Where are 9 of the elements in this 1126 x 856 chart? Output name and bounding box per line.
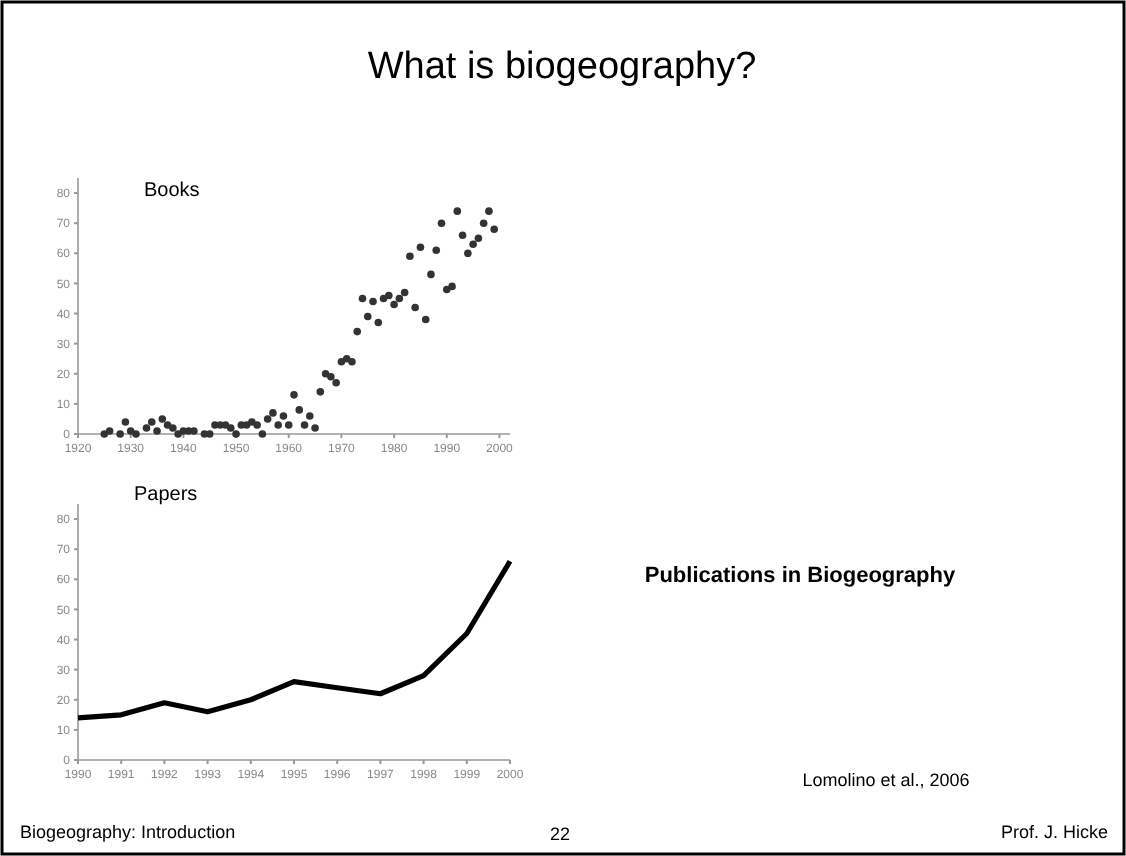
text: Publications in Biogeography xyxy=(644,564,957,588)
text: Biogeography: Introduction xyxy=(20,822,236,842)
chart-title: Papers xyxy=(134,484,198,506)
text: What is biogeography? xyxy=(367,46,757,88)
chart-title: Books xyxy=(144,180,200,202)
text: Prof. J. Hicke xyxy=(1000,822,1108,842)
line-series xyxy=(75,558,513,721)
text: Lomolino et al., 2006 xyxy=(802,770,970,790)
text: 22 xyxy=(549,824,571,844)
